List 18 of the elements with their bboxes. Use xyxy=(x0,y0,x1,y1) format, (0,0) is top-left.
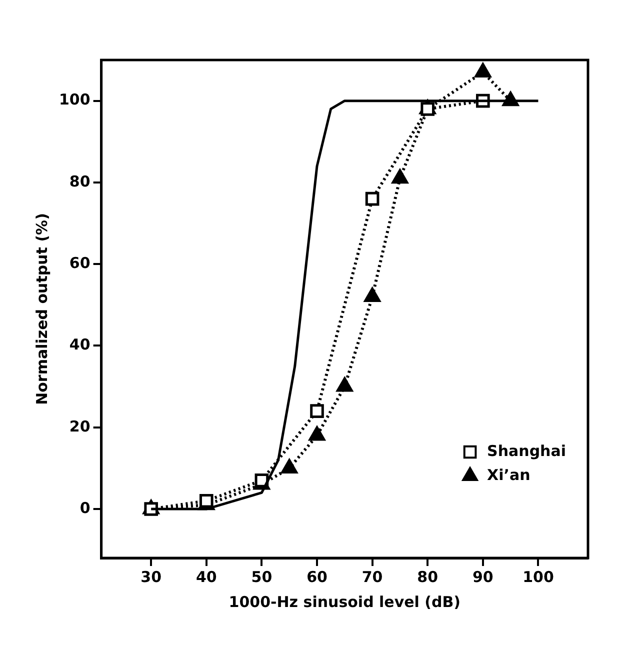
legend-label: Xi’an xyxy=(487,466,530,484)
legend-label: Shanghai xyxy=(487,442,566,460)
x-tick-label: 100 xyxy=(522,568,554,586)
y-tick-label: 0 xyxy=(80,498,90,517)
y-tick-label: 60 xyxy=(69,254,90,272)
x-tick-label: 80 xyxy=(417,568,438,586)
x-tick-label: 50 xyxy=(251,568,272,586)
y-tick-label: 20 xyxy=(69,417,90,436)
y-axis-title: Normalized output (%) xyxy=(32,213,51,405)
x-tick-label: 90 xyxy=(472,568,494,586)
x-tick-label: 30 xyxy=(140,568,162,586)
x-tick-label: 60 xyxy=(306,568,328,586)
y-tick-label: 100 xyxy=(59,90,90,109)
x-tick-label: 70 xyxy=(362,568,383,586)
x-tick-label: 40 xyxy=(196,568,217,586)
y-tick-label: 40 xyxy=(69,336,90,354)
y-tick-label: 80 xyxy=(69,172,90,190)
x-axis-title: 1000-Hz sinusoid level (dB) xyxy=(228,592,461,611)
